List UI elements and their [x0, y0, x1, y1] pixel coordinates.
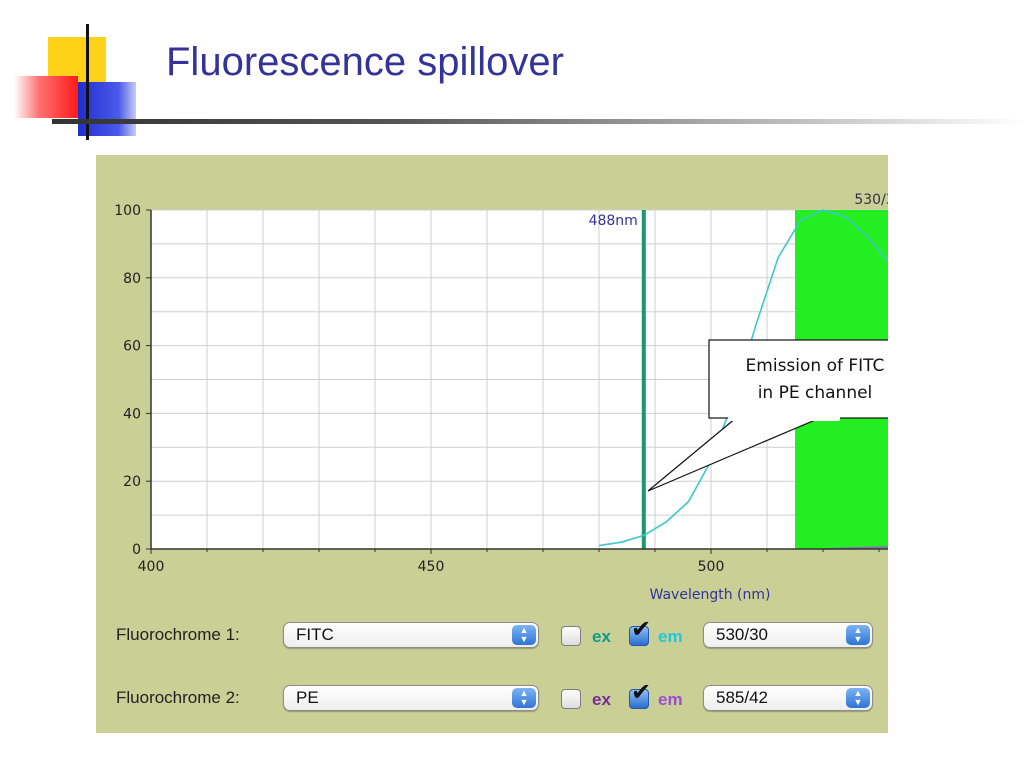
fluorochrome-2-ex-label: ex — [592, 690, 611, 709]
select-arrows-icon: ▲ ▼ — [512, 688, 536, 708]
x-axis-label: Wavelength (nm) — [650, 587, 771, 603]
fluorochrome-2-ex-checkbox[interactable] — [561, 689, 581, 709]
x-tick-label: 500 — [698, 559, 725, 575]
fluorochrome-1-select[interactable]: FITC ▲ ▼ — [283, 622, 539, 648]
filter-1-value: 530/30 — [716, 625, 768, 644]
spectrum-chart: 530/30585/42 488nm 400450500550600650020… — [114, 192, 888, 603]
callout-box — [708, 339, 888, 419]
y-tick-label: 60 — [123, 339, 141, 355]
y-tick-label: 40 — [123, 406, 141, 422]
fluorochrome-1-em-label: em — [658, 627, 683, 646]
checkmark-icon: ✔ — [631, 679, 652, 706]
fluorochrome-1-label: Fluorochrome 1: — [116, 625, 240, 644]
fluorochrome-2-label: Fluorochrome 2: — [116, 688, 240, 707]
filter-1-select[interactable]: 530/30 ▲ ▼ — [703, 622, 873, 648]
x-tick-label: 450 — [418, 559, 445, 575]
laser-label: 488nm — [589, 213, 638, 229]
fluorochrome-1-value: FITC — [296, 625, 334, 644]
title-rule — [52, 119, 1024, 124]
fluorochrome-2-value: PE — [296, 688, 319, 707]
select-arrows-icon: ▲ ▼ — [846, 688, 870, 708]
fluorochrome-2-em-label: em — [658, 690, 683, 709]
filter-2-value: 585/42 — [716, 688, 768, 707]
y-tick-label: 0 — [132, 542, 141, 558]
filter-band-label-1: 530/30 — [854, 192, 888, 208]
y-tick-label: 100 — [114, 203, 141, 219]
select-arrows-icon: ▲ ▼ — [512, 625, 536, 645]
checkmark-icon: ✔ — [631, 616, 652, 643]
axes: 400450500550600650020406080100Wavelength… — [114, 203, 888, 603]
fluorochrome-1-em-checkbox[interactable]: ✔ — [629, 618, 651, 646]
fluorochrome-1-ex-checkbox[interactable] — [561, 626, 581, 646]
y-tick-label: 80 — [123, 271, 141, 287]
callout-text-line2: in PE channel — [758, 383, 873, 403]
fluorochrome-2-em-checkbox[interactable]: ✔ — [629, 681, 651, 709]
red-square-decoration — [14, 76, 78, 118]
callout-joint — [728, 409, 840, 421]
fluorochrome-1-ex-label: ex — [592, 627, 611, 646]
slide-decoration — [0, 0, 160, 140]
page-title: Fluorescence spillover — [166, 40, 564, 84]
grid — [151, 209, 888, 549]
y-tick-label: 20 — [123, 474, 141, 490]
fluorochrome-2-select[interactable]: PE ▲ ▼ — [283, 685, 539, 711]
laser-line: 488nm — [589, 210, 646, 549]
x-tick-label: 400 — [138, 559, 165, 575]
annotation-callout: Emission of FITC in PE channel — [647, 339, 888, 492]
callout-text-line1: Emission of FITC — [746, 356, 885, 376]
select-arrows-icon: ▲ ▼ — [846, 625, 870, 645]
filter-2-select[interactable]: 585/42 ▲ ▼ — [703, 685, 873, 711]
vertical-line-decoration — [86, 24, 89, 140]
